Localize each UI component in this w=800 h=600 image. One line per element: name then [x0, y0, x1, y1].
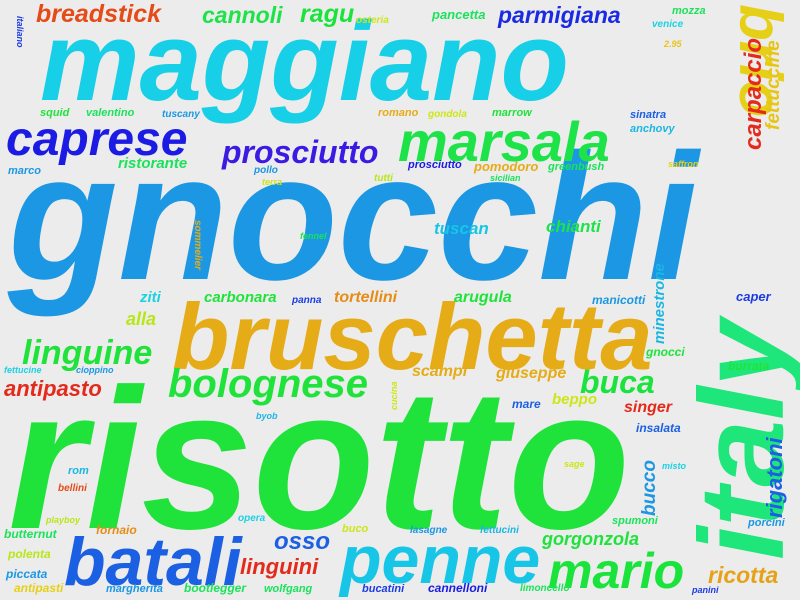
- word-buco: buco: [342, 523, 369, 535]
- word-penne: penne: [340, 522, 541, 598]
- word-insalata: insalata: [636, 421, 681, 435]
- word-mario: mario: [548, 543, 685, 599]
- word-greenbush: greenbush: [548, 161, 605, 173]
- word-manicotti: manicotti: [592, 293, 646, 307]
- word-spumoni: spumoni: [612, 515, 658, 527]
- word-bruschetta: bruschetta: [172, 284, 653, 389]
- word-scampi: scampi: [412, 363, 468, 380]
- word-gorgonzola: gorgonzola: [542, 529, 639, 549]
- word-panna: panna: [292, 295, 322, 306]
- word-cannoli: cannoli: [202, 2, 283, 28]
- word-gondola: gondola: [428, 109, 467, 120]
- word-piccata: piccata: [6, 567, 48, 581]
- word-buca: buca: [580, 364, 655, 400]
- word-linguine: linguine: [22, 334, 153, 372]
- word-breadstick: breadstick: [36, 0, 162, 28]
- word-saffron: saffron: [668, 159, 699, 169]
- word-carbonara: carbonara: [204, 289, 277, 306]
- word-panini: panini: [692, 585, 719, 595]
- word-byob: byob: [256, 411, 278, 421]
- word-gnocchi: gnocchi: [8, 117, 699, 318]
- word-ristorante: ristorante: [118, 155, 188, 172]
- word-sommelier: sommelier: [192, 220, 203, 271]
- word-marco: marco: [8, 165, 42, 177]
- word-pomodoro: pomodoro: [474, 159, 539, 174]
- word-ziti: ziti: [140, 289, 161, 306]
- word-burrata: burrata: [728, 359, 770, 373]
- word-bolognese: bolognese: [168, 362, 369, 406]
- word-antipasti: antipasti: [14, 581, 64, 595]
- word-parmigiana: parmigiana: [498, 2, 621, 28]
- word-batali: batali: [64, 524, 242, 600]
- word-linguini: linguini: [240, 554, 319, 579]
- word-cucina: cucina: [389, 381, 399, 410]
- word-bellini: bellini: [58, 483, 87, 494]
- word-tutti: tutti: [374, 173, 393, 184]
- word-arugula: arugula: [454, 289, 512, 306]
- word-mozza: mozza: [672, 5, 706, 17]
- word-romano: romano: [378, 107, 419, 119]
- word-osteria: osteria: [356, 15, 389, 26]
- word-beppo: beppo: [552, 391, 597, 408]
- word-sage: sage: [564, 459, 585, 469]
- word-lasagne: lasagne: [410, 525, 448, 536]
- word-porcini: porcini: [748, 517, 785, 529]
- word-sinatra: sinatra: [630, 109, 667, 121]
- word-bucatini: bucatini: [362, 583, 405, 595]
- word-fettuccine: fettuccine: [763, 40, 784, 130]
- word-pollo: pollo: [254, 165, 278, 176]
- word-anchovy: anchovy: [630, 123, 675, 135]
- word-fettucini: fettucini: [480, 525, 519, 536]
- word-squid: squid: [40, 107, 70, 119]
- word-osso: osso: [274, 528, 331, 555]
- word-fettucine: fettucine: [4, 365, 42, 375]
- word-venice: venice: [652, 19, 684, 30]
- word-ragu: ragu: [300, 0, 355, 28]
- word-prosciutto-small: prosciutto: [408, 159, 462, 171]
- word-pancetta: pancetta: [432, 7, 486, 22]
- word-rigatoni: rigatoni: [762, 437, 787, 518]
- word-polenta: polenta: [8, 547, 51, 561]
- word-chianti: chianti: [546, 217, 601, 236]
- word-tuscany: tuscany: [162, 109, 200, 120]
- word-rom: rom: [68, 465, 89, 477]
- word-cannelloni: cannelloni: [428, 581, 488, 595]
- word-playboy: playboy: [46, 515, 81, 525]
- word-marsala: marsala: [398, 110, 610, 173]
- word-antipasto: antipasto: [4, 376, 102, 401]
- word-misto: misto: [662, 461, 687, 471]
- word-gnocci: gnocci: [646, 345, 685, 359]
- word-maggiano: maggiano: [40, 0, 569, 124]
- word-tuscan: tuscan: [434, 219, 489, 238]
- word-opera: opera: [238, 513, 266, 524]
- word-wolfgang: wolfgang: [264, 583, 313, 595]
- word-fennel: fennel: [300, 231, 327, 241]
- word-prosciutto: prosciutto: [222, 134, 379, 170]
- word-fornaio: fornaio: [96, 523, 137, 537]
- word-marrow: marrow: [492, 107, 532, 119]
- word-butternut: butternut: [4, 527, 57, 541]
- word-caper: caper: [736, 289, 771, 304]
- word-cioppino: cioppino: [76, 365, 114, 375]
- word-minestrone: minestrone: [651, 263, 668, 344]
- word-alla: alla: [126, 309, 157, 329]
- word-bootlegger: bootlegger: [184, 581, 246, 595]
- word-mare: mare: [512, 397, 541, 411]
- word-sicilian: sicilian: [490, 173, 521, 183]
- word-italiano: italiano: [15, 16, 25, 48]
- word-2-95: 2.95: [664, 39, 682, 49]
- word-bucco: bucco: [639, 460, 660, 516]
- word-giuseppe: giuseppe: [496, 365, 567, 382]
- word-caprese: caprese: [6, 113, 188, 166]
- word-singer: singer: [624, 399, 673, 416]
- word-ricotta: ricotta: [708, 562, 779, 588]
- word-tortellini: tortellini: [334, 289, 398, 306]
- word-limoncello: limoncello: [520, 583, 570, 594]
- word-valentino: valentino: [86, 107, 135, 119]
- word-risotto: risotto: [8, 348, 631, 571]
- word-margherita: margherita: [106, 583, 163, 595]
- word-terra: terra: [262, 177, 283, 187]
